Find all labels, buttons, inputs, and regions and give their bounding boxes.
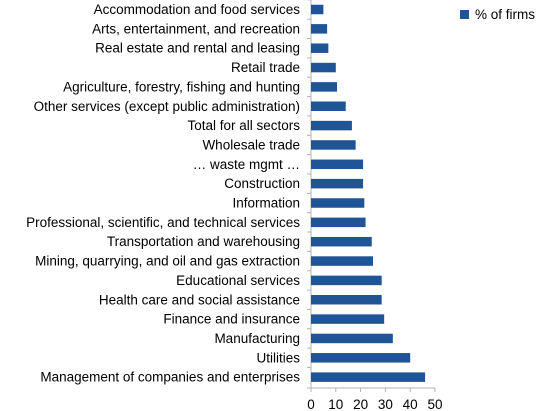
category-label: Professional, scientific, and technical …: [26, 215, 300, 230]
category-label: Management of companies and enterprises: [40, 370, 300, 385]
category-label: Construction: [224, 176, 300, 191]
category-label: Finance and insurance: [163, 312, 300, 327]
bar: [311, 62, 336, 73]
bar: [311, 314, 385, 324]
category-label: Retail trade: [231, 60, 300, 75]
category-label: Utilities: [256, 350, 300, 365]
x-tick-label: 40: [403, 397, 418, 411]
category-label: Other services (except public administra…: [34, 99, 300, 114]
y-axis: Accommodation and food services Arts, ent…: [26, 0, 312, 389]
bar: [311, 275, 382, 286]
bars: [311, 4, 426, 382]
bar: [311, 333, 393, 344]
bar: [311, 159, 364, 170]
bar: [311, 217, 366, 228]
category-label: Information: [232, 196, 300, 211]
bar: [311, 43, 329, 53]
bar: [311, 372, 426, 382]
x-tick-label: 20: [353, 397, 368, 411]
bar: [311, 353, 411, 363]
x-tick-label: 10: [328, 397, 343, 411]
bar: [311, 24, 328, 34]
x-tick-label: 0: [307, 397, 315, 411]
bar: [311, 256, 373, 266]
bar: [311, 236, 372, 247]
category-label: Health care and social assistance: [99, 292, 300, 307]
legend-swatch: [460, 10, 469, 19]
bar: [311, 178, 364, 189]
bar: [311, 82, 338, 92]
bar: [311, 140, 356, 150]
legend: % of firms: [460, 7, 535, 22]
bar: [311, 295, 382, 305]
category-label: Transportation and warehousing: [107, 234, 300, 249]
x-tick-label: 50: [427, 397, 442, 411]
category-label: Real estate and rental and leasing: [95, 41, 300, 56]
bar: [311, 101, 346, 111]
bar: [311, 198, 365, 208]
legend-label: % of firms: [475, 7, 536, 22]
bar: [311, 120, 352, 131]
category-label: Wholesale trade: [202, 137, 300, 152]
bar: [311, 4, 324, 15]
category-label: Educational services: [176, 273, 300, 288]
category-label: Arts, entertainment, and recreation: [92, 21, 300, 36]
category-label: Mining, quarrying, and oil and gas extra…: [35, 254, 300, 269]
category-label: Manufacturing: [214, 331, 300, 346]
x-tick-label: 30: [378, 397, 393, 411]
category-label: Accommodation and food services: [94, 2, 301, 17]
category-label: Total for all sectors: [187, 118, 300, 133]
category-label: … waste mgmt …: [193, 157, 300, 172]
category-label: Agriculture, forestry, fishing and hunti…: [63, 79, 300, 94]
x-axis: 0 10 20 30 40 50: [307, 387, 443, 411]
